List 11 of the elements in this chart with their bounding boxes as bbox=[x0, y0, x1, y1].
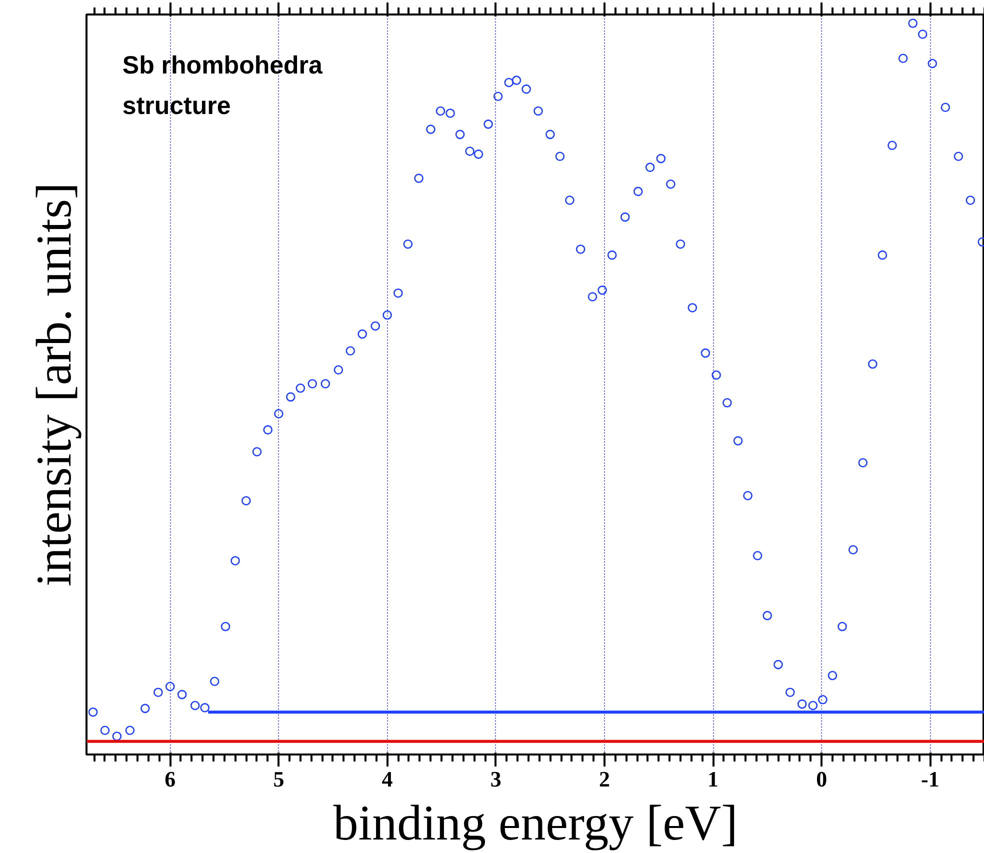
x-axis-title: binding energy [eV] bbox=[333, 794, 738, 850]
x-tick-label: 6 bbox=[164, 766, 176, 792]
y-axis-title: intensity [arb. units] bbox=[26, 182, 82, 587]
x-tick-label: 4 bbox=[382, 766, 393, 792]
x-tick-label: 1 bbox=[708, 766, 719, 792]
x-tick-label: -1 bbox=[921, 766, 940, 792]
x-tick-label: 2 bbox=[598, 766, 610, 792]
x-tick-label: 0 bbox=[816, 766, 828, 792]
x-tick-label: 3 bbox=[490, 766, 502, 792]
annotation: Sb rhombohedra structure bbox=[122, 52, 324, 120]
x-tick-label: 5 bbox=[273, 766, 284, 792]
